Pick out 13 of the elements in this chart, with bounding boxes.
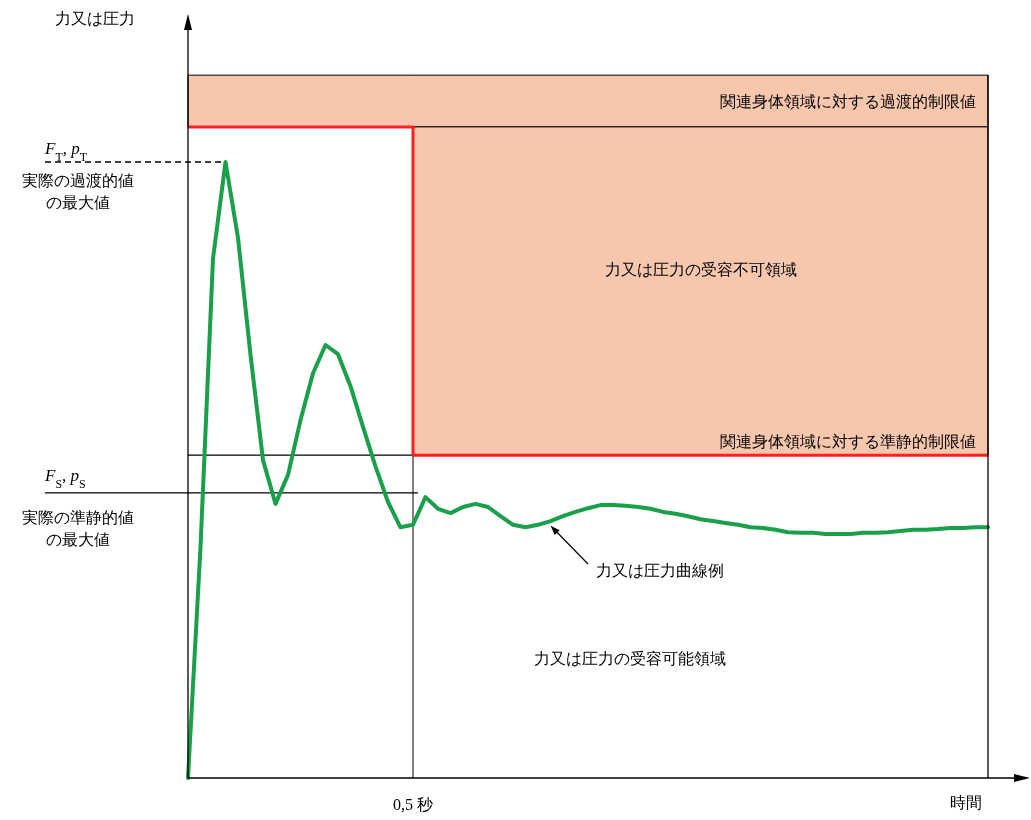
x-axis-title: 時間 (950, 793, 982, 812)
text: 0,5 秒 (393, 796, 433, 813)
ref-line-label: F$_{T}$, p$_{T}$ (44, 139, 88, 164)
text: 実際の過渡的値の最大値 (22, 171, 134, 212)
annotation: 力又は圧力の受容可能領域 (534, 649, 726, 668)
band: 関連身体領域に対する過渡的制限値 (187, 74, 989, 128)
band-label: 関連身体領域に対する過渡的制限値 (720, 92, 976, 112)
ref-line-label: 関連身体領域に対する準静的制限値 (720, 432, 976, 452)
ref-line-label: F$_{S}$, p$_{S}$ (44, 465, 86, 491)
text: 実際の準静的値の最大値 (22, 508, 134, 549)
annotation: 力又は圧力曲線例 (596, 561, 724, 580)
text: 力又は圧力 (55, 9, 135, 28)
band-label: 力又は圧力の受容不可領域 (604, 259, 797, 279)
